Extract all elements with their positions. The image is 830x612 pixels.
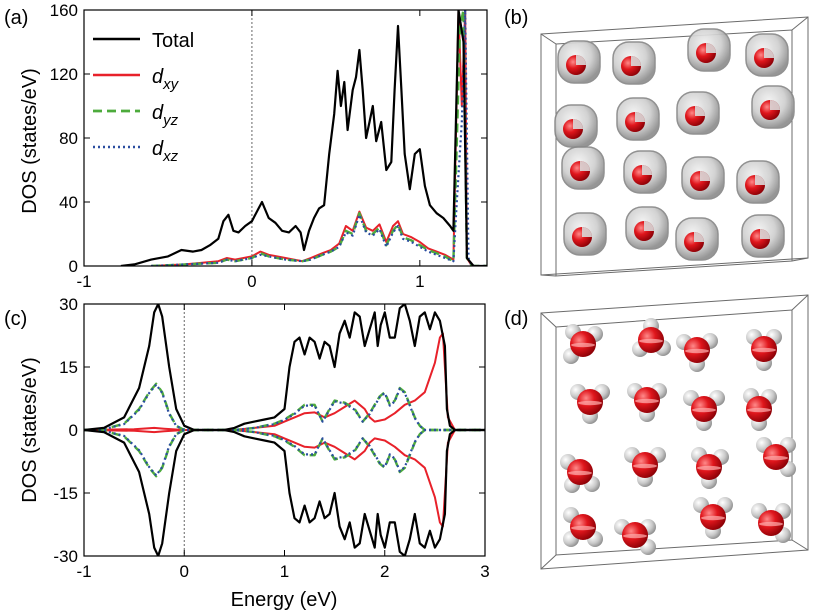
legend-label-dxz: dxz	[152, 138, 179, 165]
dos-panel-c: (c) DOS (states/eV) -1 0 1 2 3 -30 -15 0 15 30 En…	[4, 295, 490, 611]
molecule	[563, 212, 607, 256]
molecule	[745, 33, 789, 77]
y-tick-label: 30	[59, 295, 78, 314]
molecule	[736, 160, 780, 204]
series-line-total	[120, 10, 487, 266]
x-tick-label: 1	[415, 272, 424, 291]
y-tick-label: 15	[59, 358, 78, 377]
panel-label-b: (b)	[504, 7, 528, 29]
series-line-dxz	[151, 10, 487, 266]
molecule	[676, 333, 718, 372]
series-line-dxy	[84, 429, 485, 528]
series-line-total	[84, 304, 485, 432]
molecule	[557, 40, 601, 84]
y-tick-label: -30	[53, 547, 78, 566]
molecule	[563, 324, 603, 364]
molecule	[691, 447, 729, 489]
molecule	[570, 384, 610, 424]
x-tick-label: 2	[380, 562, 389, 581]
molecule	[561, 146, 605, 190]
x-tick-label: -1	[76, 562, 91, 581]
molecule	[560, 454, 600, 493]
panel-label-a: (a)	[4, 7, 28, 29]
molecule	[627, 383, 667, 422]
molecule-group-b	[554, 28, 795, 261]
molecule	[616, 97, 660, 141]
y-tick-label: 40	[59, 193, 78, 212]
molecule	[612, 41, 656, 85]
legend-label-dxy: dxy	[152, 66, 180, 93]
plot-frame	[83, 9, 488, 267]
molecule	[624, 447, 666, 487]
molecule	[625, 206, 669, 250]
molecule	[676, 91, 720, 135]
series-line-dxz	[84, 383, 485, 432]
series-line-dyz	[151, 10, 487, 266]
molecule	[632, 318, 671, 357]
panel-label-c: (c)	[4, 308, 27, 330]
molecule	[743, 388, 777, 431]
molecule	[681, 156, 725, 200]
x-tick-label: 0	[247, 272, 256, 291]
molecule	[756, 437, 796, 477]
molecule	[693, 497, 733, 539]
series-line-dyz	[84, 382, 485, 432]
legend-label-total: Total	[152, 30, 194, 52]
molecule-group-d	[560, 318, 796, 555]
molecule	[741, 214, 785, 258]
x-tick-label: -1	[76, 272, 91, 291]
panel-label-d: (d)	[504, 308, 528, 330]
y-tick-label: 0	[69, 257, 78, 276]
series-line-dxy	[84, 332, 485, 431]
x-axis-label: Energy (eV)	[231, 589, 338, 611]
y-tick-label: 120	[50, 65, 78, 84]
molecule	[563, 507, 603, 547]
structure-panel-b: (b)	[504, 7, 809, 277]
x-tick-label: 3	[480, 562, 489, 581]
simulation-box-d	[540, 294, 809, 570]
molecule	[746, 329, 782, 371]
y-tick-label: 80	[59, 129, 78, 148]
y-tick-label: 0	[69, 421, 78, 440]
molecule	[751, 85, 795, 129]
structure-panel-d: (d)	[504, 294, 809, 570]
y-tick-label: -15	[53, 484, 78, 503]
molecule	[751, 503, 791, 543]
molecule	[623, 150, 667, 194]
molecule	[554, 104, 598, 148]
x-tick-label: 1	[280, 562, 289, 581]
molecule	[687, 28, 731, 72]
x-tick-label: 0	[180, 562, 189, 581]
plot-area-c: -1 0 1 2 3 -30 -15 0 15 30	[53, 295, 489, 581]
legend: Total dxy dyz dxz	[93, 30, 194, 165]
series-line-dyz	[84, 428, 485, 478]
molecule	[683, 390, 725, 431]
legend-label-dyz: dyz	[152, 102, 179, 129]
molecule	[614, 519, 656, 555]
y-axis-label-a: DOS (states/eV)	[19, 68, 41, 214]
y-tick-label: 160	[50, 1, 78, 20]
series-line-dxz	[84, 428, 485, 477]
series-line-total	[84, 428, 485, 556]
molecule	[675, 217, 719, 261]
y-axis-label-c: DOS (states/eV)	[19, 357, 41, 503]
series-line-dxy	[151, 10, 487, 266]
